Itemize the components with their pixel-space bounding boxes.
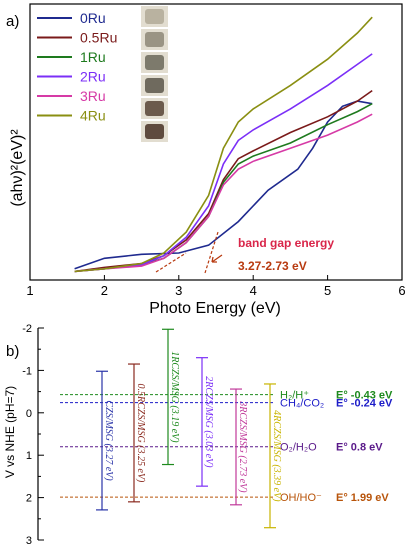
potential-label-3: OH/HO⁻ [280,492,322,504]
band-label-0: CZS/MSG (3.27 eV) [103,400,114,481]
panel-b: b) -2 -1 0 1 2 3 H₂/H⁺ E° -0.43 eV CH₄/CO₂ E° -0… [3,323,393,547]
panel-b-label: b) [6,343,19,360]
band-gap-annotation: band gap energy 3.27-2.73 eV [155,231,334,274]
potential-label-1: CH₄/CO₂ [280,398,324,410]
potential-value-3: E° 1.99 eV [336,492,389,504]
x-tick-label-1: 1 [26,283,33,298]
x-tick-label-3: 3 [175,283,182,298]
bandgap-tangent-right [204,231,219,274]
band-label-3: 2RCZS/MSG (3.03 eV) [203,376,214,468]
legend-label-2Ru: 2Ru [80,69,106,85]
sample-photo-fill-1 [145,32,164,47]
y-axis-label: (ahν)²(eV)² [9,129,26,207]
y-axis-ticks: -2 -1 0 1 2 3 [22,323,44,547]
x-tick-label-6: 6 [398,283,405,298]
sample-photo-fill-4 [145,101,164,116]
x-tick-label-5: 5 [324,283,331,298]
legend-label-4Ru: 4Ru [80,108,106,124]
sample-photo-fill-5 [145,124,164,139]
band-gap-title: band gap energy [238,236,334,250]
band-label-1: 0.5RCZS/MSG (3.25 eV) [135,383,146,483]
bandgap-tangent-left [155,252,187,273]
band-edge-bars: CZS/MSG (3.27 eV) 0.5RCZS/MSG (3.25 eV) 1R… [96,328,282,529]
y-tick-label-3: 3 [26,535,32,547]
series-line-4Ru [74,16,373,273]
series-line-0Ru [74,100,373,270]
sample-photo-fill-0 [145,9,164,24]
series-line-3Ru [74,113,373,273]
potential-value-0: E° -0.43 eV [336,390,393,402]
legend-label-1Ru: 1Ru [80,49,106,65]
panel-a-plot-frame [29,3,403,281]
potential-label-0: H₂/H⁺ [280,390,309,402]
legend-label-3Ru: 3Ru [80,88,106,104]
bandgap-arrow [211,254,223,263]
x-tick-label-2: 2 [101,283,108,298]
series-line-2Ru [74,53,373,273]
absorption-curves [74,16,373,273]
panel-b-y-axis-label: V vs NHE (pH=7) [3,386,17,478]
band-label-5: 4RCZS/MSG (3.39 eV) [271,410,282,502]
potential-value-2: E° 0.8 eV [336,442,383,454]
y-tick-label-0: 0 [26,408,32,420]
sample-photo-fill-2 [145,55,164,70]
x-tick-label-4: 4 [250,283,257,298]
redox-potential-lines: H₂/H⁺ E° -0.43 eV CH₄/CO₂ E° -0.24 eV O₂/H₂O… [60,390,393,504]
x-axis-label: Photo Energy (eV) [149,300,281,317]
legend-label-0Ru: 0Ru [80,10,106,26]
band-label-2: 1RCZS/MSG (3.19 eV) [169,351,180,443]
potential-value-1: E° -0.24 eV [336,398,393,410]
panel-a-label: a) [6,13,19,30]
y-tick-label--1: -1 [22,365,32,377]
band-label-4: 3RCZS/MSG (2.73 eV) [237,400,248,493]
y-tick-label-1: 1 [26,450,32,462]
y-tick-label--2: -2 [22,323,32,335]
band-gap-range: 3.27-2.73 eV [238,259,307,273]
legend: 0Ru 0.5Ru 1Ru 2Ru 3Ru 4Ru [37,10,117,124]
sample-photos-inset [141,6,168,142]
x-axis-ticks: 1 2 3 4 5 6 [26,275,406,298]
sample-photo-fill-3 [145,78,164,93]
legend-label-0.5Ru: 0.5Ru [80,30,117,46]
y-tick-label-2: 2 [26,493,32,505]
potential-label-2: O₂/H₂O [280,442,317,454]
panel-a: a) 1 2 3 4 5 6 0Ru 0.5Ru 1Ru 2Ru 3Ru 4Ru band gap … [6,3,406,317]
